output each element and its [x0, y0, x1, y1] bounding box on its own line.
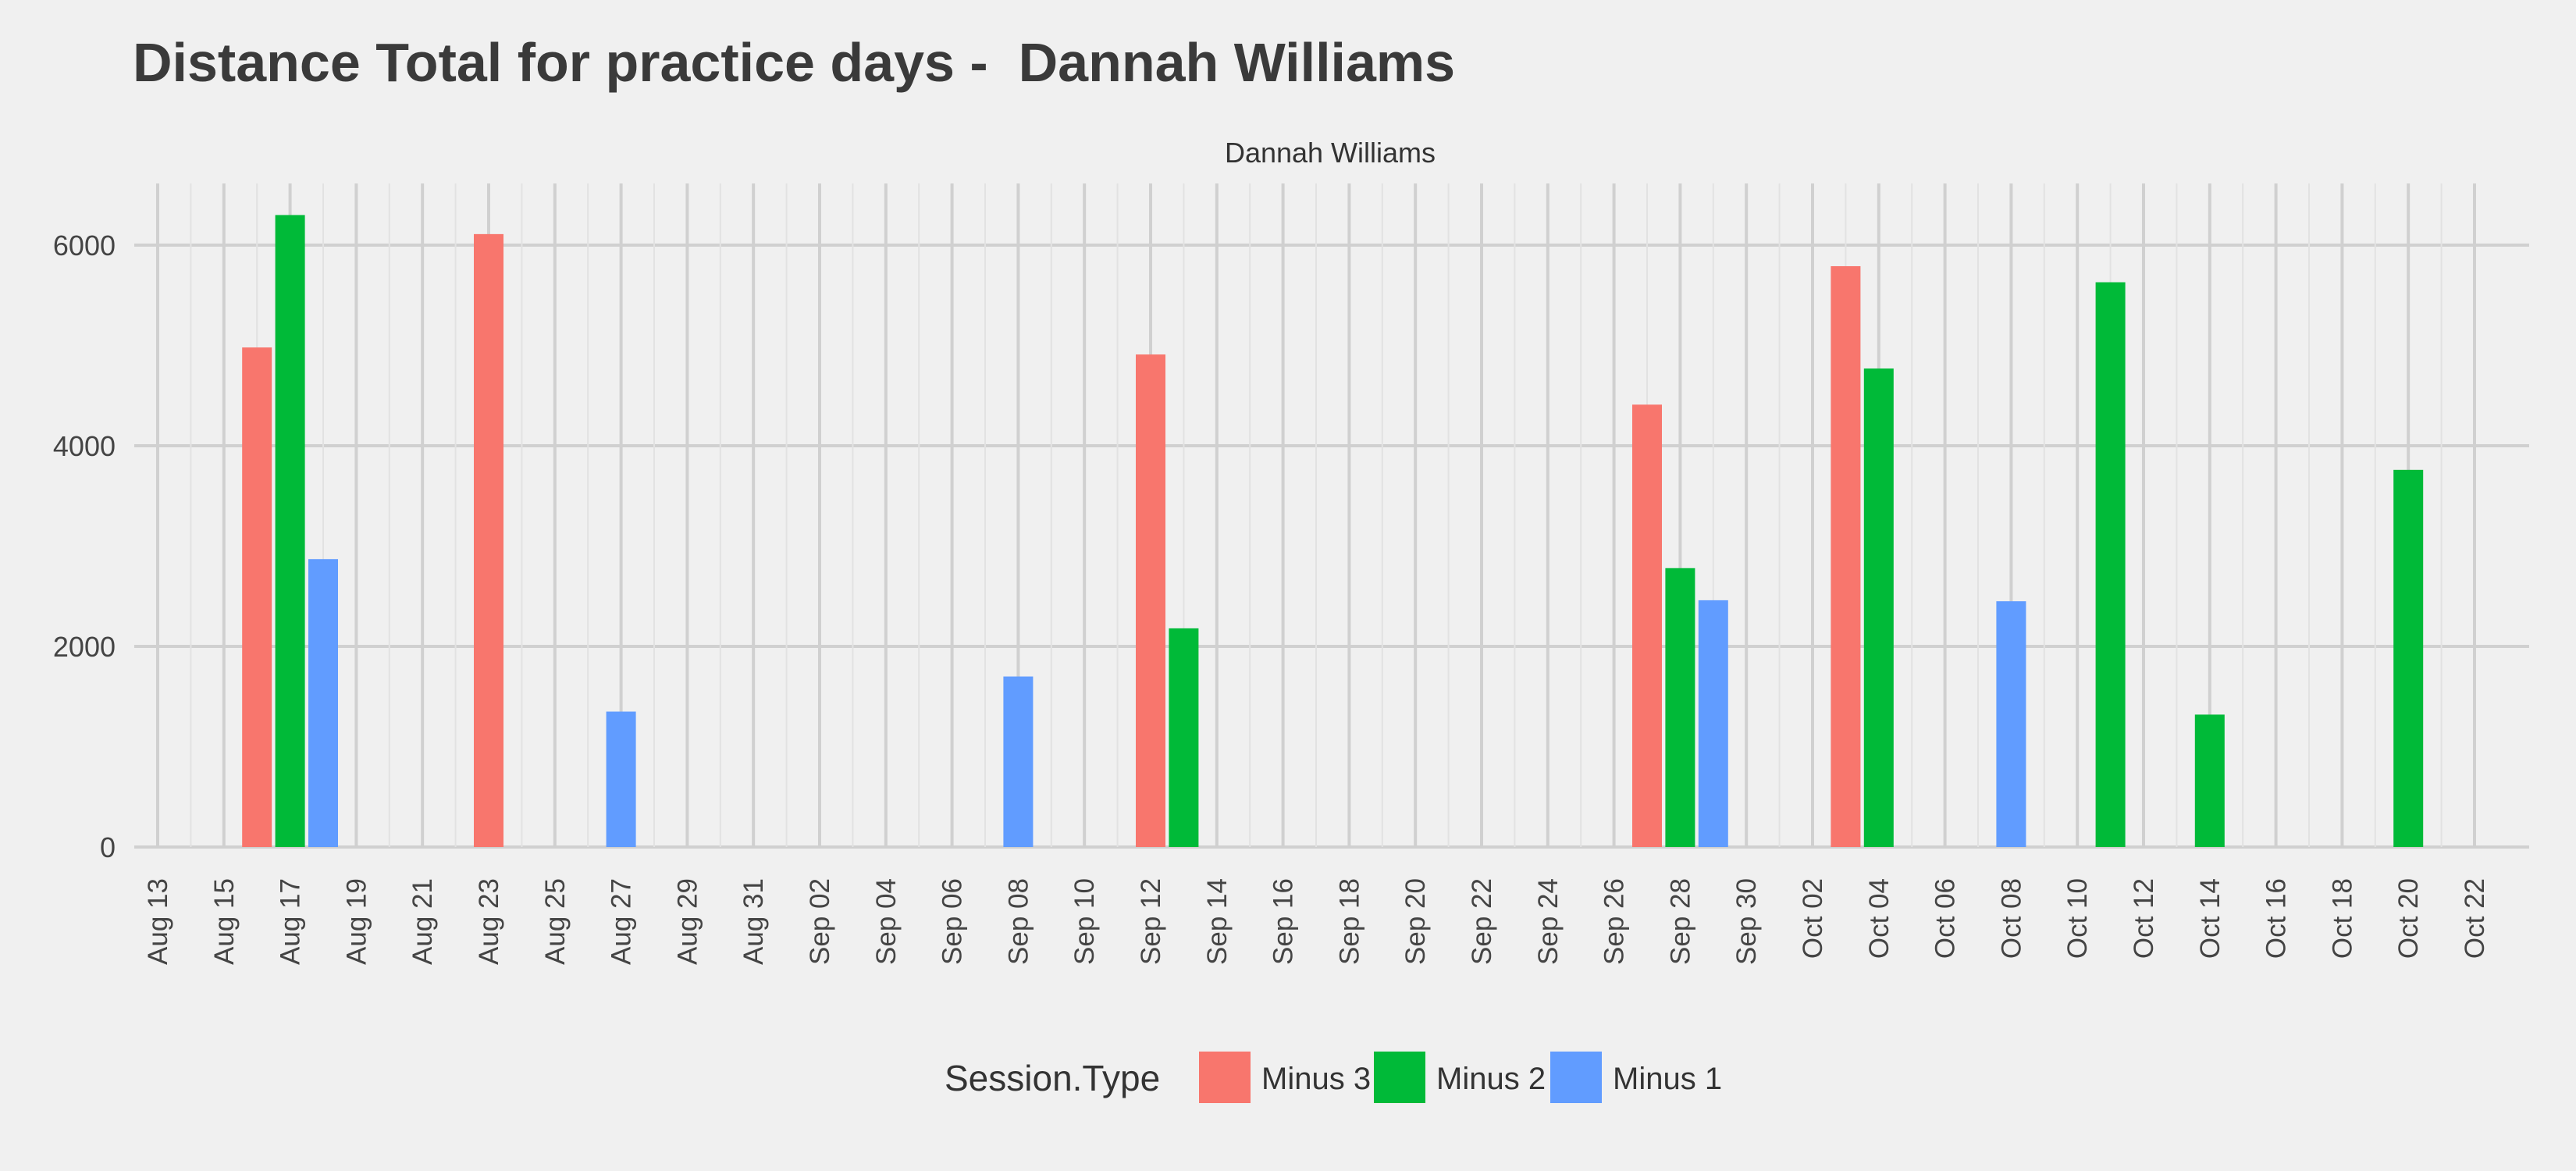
- x-tick-label: Sep 04: [871, 878, 902, 965]
- x-tick-label: Sep 18: [1334, 878, 1364, 965]
- bar-minus-2: [1863, 368, 1894, 847]
- legend-label: Minus 1: [1613, 1062, 1722, 1096]
- bar-minus-3: [1632, 404, 1662, 847]
- bar-minus-1: [1003, 676, 1034, 847]
- x-tick-label: Oct 12: [2129, 878, 2159, 959]
- x-tick-label: Aug 25: [540, 878, 571, 965]
- facet-label: Dannah Williams: [1225, 137, 1436, 169]
- x-tick-label: Aug 13: [143, 878, 173, 965]
- bar-minus-3: [242, 347, 272, 847]
- x-tick-label: Aug 27: [607, 878, 637, 965]
- x-tick-label: Oct 06: [1930, 878, 1961, 959]
- y-tick-label: 6000: [53, 230, 116, 262]
- x-tick-label: Sep 02: [805, 878, 835, 965]
- x-tick-label: Sep 24: [1533, 878, 1564, 965]
- x-tick-label: Oct 20: [2393, 878, 2424, 959]
- x-tick-label: Sep 20: [1400, 878, 1431, 965]
- x-tick-label: Aug 15: [209, 878, 240, 965]
- bar-minus-2: [1169, 628, 1199, 847]
- bar-minus-3: [474, 233, 503, 847]
- x-tick-label: Sep 14: [1202, 878, 1233, 965]
- x-tick-label: Sep 12: [1136, 878, 1166, 965]
- bar-minus-1: [1996, 601, 2026, 847]
- legend-key: [1374, 1052, 1425, 1103]
- legend-key: [1199, 1052, 1251, 1103]
- y-tick-label: 4000: [53, 430, 116, 462]
- bar-minus-1: [606, 711, 636, 847]
- bar-minus-2: [275, 215, 305, 847]
- bars: [242, 215, 2424, 847]
- legend-label: Minus 3: [1261, 1062, 1371, 1096]
- x-tick-label: Sep 28: [1665, 878, 1695, 965]
- bar-minus-2: [2393, 469, 2424, 847]
- x-tick-label: Oct 16: [2261, 878, 2292, 959]
- legend-title: Session.Type: [945, 1058, 1160, 1098]
- x-tick-label: Oct 14: [2195, 878, 2226, 959]
- bar-minus-2: [2095, 282, 2126, 847]
- x-tick-label: Aug 17: [276, 878, 306, 965]
- x-tick-label: Oct 08: [1996, 878, 2026, 959]
- bar-minus-1: [308, 559, 338, 847]
- chart-title: Distance Total for practice days - Danna…: [133, 32, 1456, 93]
- legend-key: [1550, 1052, 1602, 1103]
- x-tick-label: Oct 04: [1864, 878, 1895, 959]
- x-tick-label: Sep 10: [1069, 878, 1100, 965]
- bar-minus-2: [2194, 714, 2225, 847]
- x-tick-label: Aug 23: [474, 878, 504, 965]
- y-tick-label: 0: [100, 831, 116, 863]
- bar-minus-2: [1665, 568, 1695, 847]
- bar-minus-1: [1698, 600, 1728, 847]
- x-tick-label: Sep 30: [1731, 878, 1762, 965]
- legend-label: Minus 2: [1436, 1062, 1546, 1096]
- x-tick-label: Sep 22: [1467, 878, 1497, 965]
- x-tick-label: Aug 29: [672, 878, 703, 965]
- x-tick-label: Aug 21: [407, 878, 438, 965]
- x-tick-label: Oct 02: [1798, 878, 1828, 959]
- x-tick-label: Aug 19: [341, 878, 372, 965]
- x-tick-label: Sep 08: [1003, 878, 1034, 965]
- axes: 0 2000 4000 6000 Aug 13 Aug 15 Aug 17 Aug 19 Aug…: [53, 230, 2490, 965]
- bar-minus-3: [1136, 354, 1165, 847]
- y-tick-label: 2000: [53, 631, 116, 663]
- x-tick-label: Sep 26: [1599, 878, 1630, 965]
- legend: Session.Type Minus 3 Minus 2 Minus 1: [945, 1052, 1722, 1103]
- bar-minus-3: [1831, 265, 1861, 847]
- x-tick-label: Sep 16: [1268, 878, 1299, 965]
- x-tick-label: Aug 31: [738, 878, 769, 965]
- x-tick-label: Oct 10: [2062, 878, 2093, 959]
- x-tick-label: Sep 06: [938, 878, 968, 965]
- x-tick-label: Oct 22: [2460, 878, 2490, 959]
- x-tick-label: Oct 18: [2327, 878, 2357, 959]
